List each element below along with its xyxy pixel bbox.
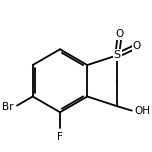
Text: F: F <box>57 132 63 142</box>
Text: Br: Br <box>2 102 14 112</box>
Text: OH: OH <box>135 106 150 116</box>
Text: O: O <box>133 41 141 51</box>
Text: S: S <box>114 50 121 60</box>
Text: O: O <box>116 29 124 39</box>
